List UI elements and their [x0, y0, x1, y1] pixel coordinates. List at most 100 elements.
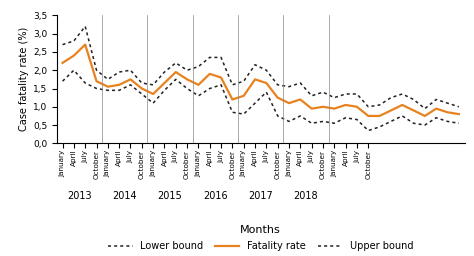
Upper bound — [433, 98, 439, 101]
Lower bound — [400, 114, 405, 118]
Upper bound — [275, 83, 281, 86]
Lower bound — [433, 116, 439, 119]
Upper bound — [377, 103, 383, 106]
Lower bound — [298, 114, 303, 118]
Text: 2016: 2016 — [203, 191, 228, 201]
Fatality rate — [94, 80, 100, 83]
Fatality rate — [343, 103, 348, 106]
Fatality rate — [331, 107, 337, 110]
Lower bound — [71, 69, 77, 72]
Lower bound — [275, 114, 281, 118]
Fatality rate — [173, 70, 179, 73]
Line: Fatality rate: Fatality rate — [63, 45, 459, 116]
Upper bound — [173, 61, 179, 65]
Lower bound — [60, 80, 65, 83]
Upper bound — [264, 69, 269, 72]
Text: 2018: 2018 — [294, 191, 319, 201]
Upper bound — [162, 70, 167, 73]
Fatality rate — [71, 54, 77, 57]
Lower bound — [331, 122, 337, 125]
Upper bound — [400, 92, 405, 95]
Upper bound — [139, 81, 145, 84]
Lower bound — [218, 83, 224, 86]
Fatality rate — [400, 103, 405, 106]
Upper bound — [116, 70, 122, 73]
Upper bound — [105, 78, 110, 81]
Upper bound — [218, 56, 224, 59]
Fatality rate — [320, 105, 326, 108]
Upper bound — [71, 39, 77, 42]
Fatality rate — [422, 114, 428, 118]
Fatality rate — [162, 81, 167, 84]
Lower bound — [286, 120, 292, 123]
Fatality rate — [229, 98, 235, 101]
Lower bound — [241, 113, 246, 116]
Lower bound — [105, 89, 110, 92]
Fatality rate — [60, 61, 65, 65]
Upper bound — [320, 91, 326, 94]
Lower bound — [445, 120, 450, 123]
Upper bound — [150, 83, 156, 86]
Fatality rate — [365, 114, 371, 118]
Fatality rate — [309, 107, 314, 110]
Lower bound — [309, 122, 314, 125]
Lower bound — [139, 92, 145, 95]
Lower bound — [116, 89, 122, 92]
Lower bound — [128, 83, 133, 86]
Lower bound — [456, 122, 462, 125]
Lower bound — [207, 87, 212, 90]
Line: Lower bound: Lower bound — [63, 70, 459, 131]
Upper bound — [229, 83, 235, 86]
Fatality rate — [207, 72, 212, 76]
Text: 2014: 2014 — [112, 191, 137, 201]
Text: 2013: 2013 — [67, 191, 92, 201]
Fatality rate — [128, 78, 133, 81]
Lower bound — [184, 87, 190, 90]
Fatality rate — [116, 83, 122, 86]
Fatality rate — [445, 111, 450, 114]
Lower bound — [354, 118, 360, 121]
Lower bound — [365, 129, 371, 132]
Upper bound — [241, 80, 246, 83]
Upper bound — [286, 85, 292, 88]
Upper bound — [298, 81, 303, 84]
Lower bound — [320, 120, 326, 123]
Upper bound — [82, 25, 88, 28]
Line: Upper bound: Upper bound — [63, 26, 459, 109]
Text: 2015: 2015 — [158, 191, 182, 201]
Lower bound — [162, 89, 167, 92]
Fatality rate — [410, 109, 416, 112]
Lower bound — [150, 102, 156, 105]
Y-axis label: Case fatality rate (%): Case fatality rate (%) — [19, 27, 29, 132]
Upper bound — [128, 69, 133, 72]
Lower bound — [264, 91, 269, 94]
Fatality rate — [456, 113, 462, 116]
Fatality rate — [82, 43, 88, 46]
Fatality rate — [196, 83, 201, 86]
Upper bound — [422, 107, 428, 110]
Fatality rate — [354, 105, 360, 108]
Lower bound — [94, 87, 100, 90]
Upper bound — [184, 69, 190, 72]
Upper bound — [207, 56, 212, 59]
Fatality rate — [218, 76, 224, 79]
Fatality rate — [388, 109, 394, 112]
Upper bound — [456, 105, 462, 108]
Upper bound — [60, 43, 65, 46]
Upper bound — [94, 69, 100, 72]
Upper bound — [309, 94, 314, 97]
Lower bound — [410, 122, 416, 125]
Text: 2017: 2017 — [248, 191, 273, 201]
Lower bound — [377, 125, 383, 129]
Fatality rate — [241, 94, 246, 97]
Fatality rate — [105, 85, 110, 88]
Fatality rate — [275, 96, 281, 99]
Text: Months: Months — [240, 225, 281, 235]
Lower bound — [196, 94, 201, 97]
Lower bound — [343, 116, 348, 119]
Upper bound — [331, 96, 337, 99]
Upper bound — [343, 92, 348, 95]
Fatality rate — [184, 78, 190, 81]
Upper bound — [354, 92, 360, 95]
Legend: Lower bound, Fatality rate, Upper bound: Lower bound, Fatality rate, Upper bound — [108, 241, 413, 251]
